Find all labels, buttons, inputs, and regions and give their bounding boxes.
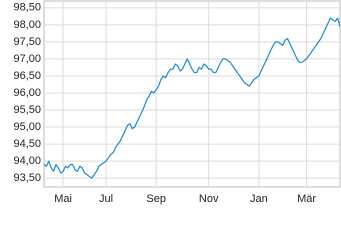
y-tick-label: 95,50 — [13, 104, 41, 116]
y-tick-label: 94,00 — [13, 155, 41, 167]
price-line — [43, 17, 341, 179]
x-tick-label: Jan — [250, 193, 268, 205]
x-tick-label: Mai — [54, 193, 72, 205]
y-tick-label: 94,50 — [13, 138, 41, 150]
x-tick-label: Mär — [297, 193, 316, 205]
plot-frame — [43, 0, 341, 188]
x-tick-label: Nov — [199, 193, 219, 205]
y-tick-label: 97,50 — [13, 36, 41, 48]
y-tick-label: 97,00 — [13, 53, 41, 65]
y-tick-label: 93,50 — [13, 172, 41, 184]
y-tick-label: 96,00 — [13, 87, 41, 99]
y-tick-label: 96,50 — [13, 70, 41, 82]
y-tick-label: 98,50 — [13, 2, 41, 14]
x-tick-label: Sep — [146, 193, 166, 205]
x-tick-label: Jul — [99, 193, 113, 205]
y-tick-label: 95,00 — [13, 121, 41, 133]
page: {"chart_data": {"type": "line", "values"… — [13, 0, 341, 205]
y-tick-label: 98,00 — [13, 19, 41, 31]
chart: 93,50 94,00 94,50 95,00 95,50 96,00 96,50 97,00… — [13, 0, 341, 205]
